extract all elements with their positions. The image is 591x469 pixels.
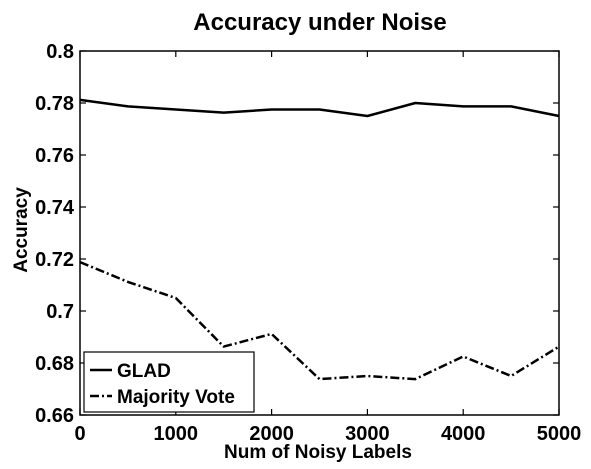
chart-title: Accuracy under Noise [193, 9, 446, 36]
y-tick-label: 0.76 [35, 145, 74, 167]
legend-label-glad: GLAD [117, 361, 171, 382]
x-tick-label: 4000 [441, 423, 486, 445]
y-tick-label: 0.66 [35, 405, 74, 427]
x-tick-labels: 0 1000 2000 3000 4000 5000 [74, 423, 581, 445]
y-axis-label: Accuracy [11, 187, 32, 273]
y-tick-label: 0.72 [35, 249, 74, 271]
legend: GLAD Majority Vote [83, 351, 255, 413]
series-line-majority-vote [79, 260, 560, 381]
x-axis-label: Num of Noisy Labels [224, 442, 412, 463]
y-tick-label: 0.8 [46, 41, 74, 63]
plot-frame [79, 50, 560, 416]
x-tick-label: 1000 [154, 423, 199, 445]
x-tick-label: 0 [74, 423, 85, 445]
y-tick-label: 0.68 [35, 353, 74, 375]
legend-label-majority-vote: Majority Vote [117, 387, 235, 408]
series-line-glad [79, 98, 560, 118]
y-tick-label: 0.7 [46, 301, 74, 323]
y-tick-label: 0.78 [35, 93, 74, 115]
y-tick-labels: 0.66 0.68 0.7 0.72 0.74 0.76 0.78 0.8 [35, 41, 75, 427]
x-tick-label: 2000 [249, 423, 294, 445]
axis-ticks [79, 50, 560, 416]
legend-box [83, 351, 255, 413]
x-tick-label: 3000 [345, 423, 390, 445]
y-tick-label: 0.74 [35, 197, 75, 219]
x-tick-label: 5000 [537, 423, 582, 445]
data-series [79, 98, 560, 381]
plot-area [79, 50, 560, 416]
